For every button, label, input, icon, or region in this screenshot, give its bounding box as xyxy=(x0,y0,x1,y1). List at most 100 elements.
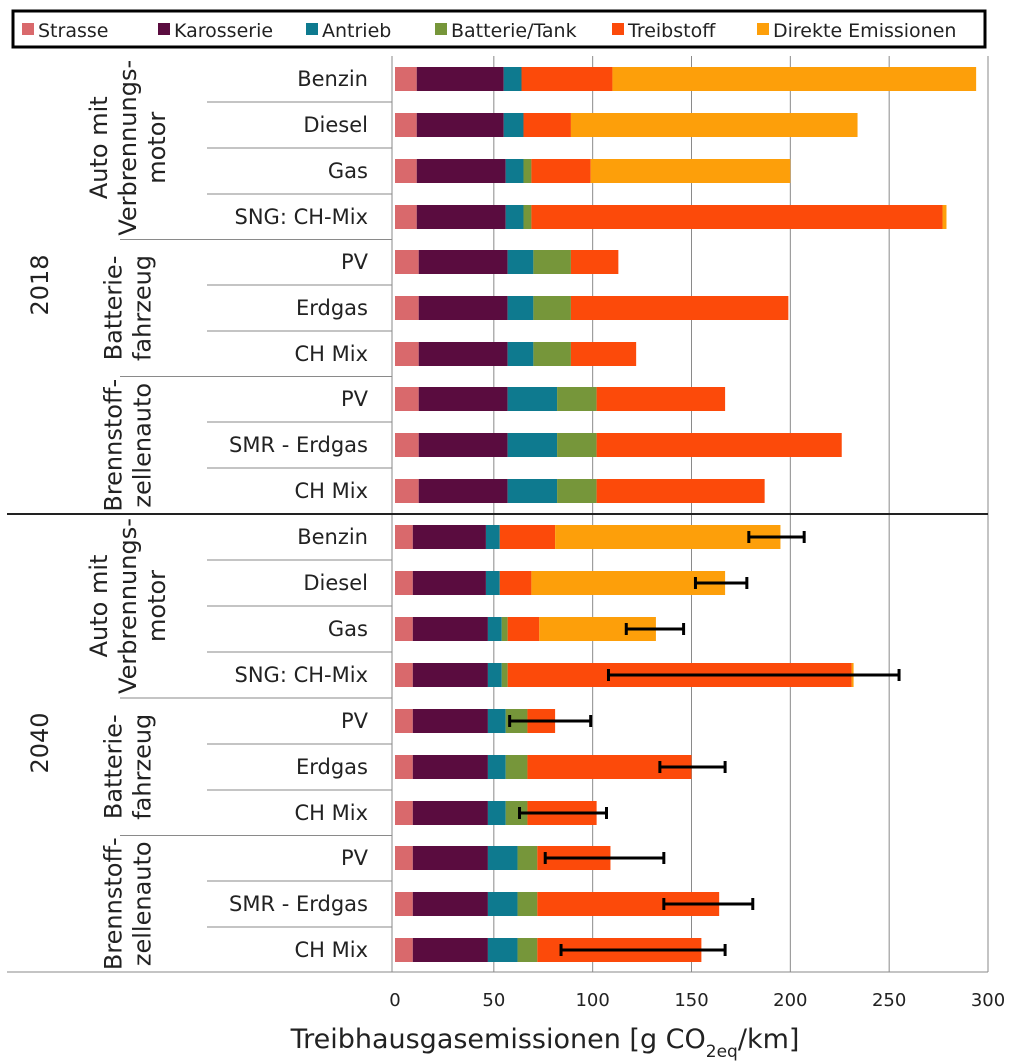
category-label: CH Mix xyxy=(294,342,368,366)
bar-segment-antrieb xyxy=(487,755,506,779)
category-label: Erdgas xyxy=(296,296,368,320)
bar-segment-treibstoff xyxy=(596,387,726,411)
bar-segment-karosserie xyxy=(412,663,488,687)
group-label-line: zellenauto xyxy=(129,841,157,966)
legend: Strasse Karosserie Antrieb Batterie/Tank Tre… xyxy=(11,9,987,49)
category-label: SMR - Erdgas xyxy=(229,892,368,916)
group-label: Brennstoff-zellenauto xyxy=(100,379,157,512)
category-label: CH Mix xyxy=(294,938,368,962)
bar-segment-direkte-emissionen xyxy=(531,571,726,595)
category-label: SMR - Erdgas xyxy=(229,433,368,457)
bar-segment-antrieb xyxy=(503,67,522,91)
bar-segment-direkte-emissionen xyxy=(570,113,858,137)
bar-segment-batterie-tank xyxy=(517,938,538,962)
bar-segment-direkte-emissionen xyxy=(942,205,947,229)
category-label: Gas xyxy=(328,617,368,641)
bar-segment-karosserie xyxy=(412,892,488,916)
group-label-line: fahrzeug xyxy=(129,255,157,361)
bar-segment-antrieb xyxy=(487,801,506,825)
bar-segment-strasse xyxy=(395,846,413,870)
bar-segment-treibstoff xyxy=(499,525,556,549)
group-label: Auto mitVerbrennungs-motor xyxy=(85,518,171,694)
bar-segment-batterie-tank xyxy=(505,801,528,825)
bar-segment-treibstoff xyxy=(523,113,571,137)
bar-segment-karosserie xyxy=(416,113,504,137)
bar-segment-treibstoff xyxy=(570,250,619,274)
group-label-line: Batterie- xyxy=(100,256,128,361)
bar-segment-batterie-tank xyxy=(505,755,528,779)
bar-segment-strasse xyxy=(395,663,413,687)
bar-segment-antrieb xyxy=(503,113,524,137)
group-label-line: motor xyxy=(143,112,171,184)
bar-segment-batterie-tank xyxy=(533,296,571,320)
legend-swatch xyxy=(757,23,769,35)
x-axis-ticks: 0 50 100 150 200 250 300 xyxy=(389,990,1005,1011)
x-tick-label: 0 xyxy=(389,990,400,1011)
bar-segment-antrieb xyxy=(505,159,524,183)
bar-segment-batterie-tank xyxy=(533,342,571,366)
legend-label: Strasse xyxy=(38,20,108,42)
bar-segment-antrieb xyxy=(487,617,502,641)
bar-segment-antrieb xyxy=(507,387,558,411)
bar-segment-strasse xyxy=(395,938,413,962)
bar-segment-karosserie xyxy=(412,801,488,825)
bar-segment-karosserie xyxy=(418,296,508,320)
bar-segment-karosserie xyxy=(412,755,488,779)
bar-segment-strasse xyxy=(395,205,417,229)
bar-segment-antrieb xyxy=(487,892,518,916)
category-labels: Benzin Diesel Gas SNG: CH-Mix PV Erdgas CH Mix… xyxy=(229,67,369,962)
bar-segment-karosserie xyxy=(416,205,506,229)
bar-segment-antrieb xyxy=(485,571,500,595)
bar-segment-karosserie xyxy=(418,387,508,411)
category-label: CH Mix xyxy=(294,479,368,503)
group-label-line: Verbrennungs- xyxy=(114,60,142,236)
bar-segment-karosserie xyxy=(412,617,488,641)
category-label: PV xyxy=(341,846,369,870)
x-tick-label: 100 xyxy=(575,990,609,1011)
bar-segment-karosserie xyxy=(416,159,506,183)
group-label-line: Batterie- xyxy=(100,714,128,819)
x-tick-label: 200 xyxy=(773,990,807,1011)
group-label-line: Auto mit xyxy=(85,555,113,658)
bar-segment-strasse xyxy=(395,113,417,137)
bar-segment-karosserie xyxy=(416,67,504,91)
group-label: Auto mitVerbrennungs-motor xyxy=(85,60,171,236)
category-label: Benzin xyxy=(297,67,368,91)
bar-segment-direkte-emissionen xyxy=(612,67,977,91)
group-label-line: fahrzeug xyxy=(129,714,157,820)
year-label: 2018 xyxy=(26,254,54,315)
bar-segment-antrieb xyxy=(505,205,524,229)
category-label: Gas xyxy=(328,159,368,183)
category-label: Diesel xyxy=(303,571,368,595)
legend-box xyxy=(11,9,987,49)
bar-segment-karosserie xyxy=(412,571,486,595)
bar-segment-karosserie xyxy=(418,479,508,503)
legend-swatch xyxy=(22,23,34,35)
legend-swatch xyxy=(158,23,170,35)
grid-lines xyxy=(7,56,989,973)
category-label: SNG: CH-Mix xyxy=(235,205,368,229)
bar-segment-treibstoff xyxy=(531,159,591,183)
category-label: PV xyxy=(341,709,369,733)
bar-segment-karosserie xyxy=(418,433,508,457)
bar-segment-treibstoff xyxy=(570,342,637,366)
x-tick-label: 300 xyxy=(971,990,1005,1011)
legend-swatch xyxy=(306,23,318,35)
bar-segment-strasse xyxy=(395,296,419,320)
bar-segment-strasse xyxy=(395,250,419,274)
bar-segment-batterie-tank xyxy=(557,479,597,503)
bar-segment-karosserie xyxy=(412,938,488,962)
category-label: Erdgas xyxy=(296,755,368,779)
bar-segment-strasse xyxy=(395,709,413,733)
category-label: CH Mix xyxy=(294,801,368,825)
group-labels: Auto mitVerbrennungs-motorBatterie-fahrz… xyxy=(26,60,171,970)
bar-segment-karosserie xyxy=(412,525,486,549)
bar-segment-strasse xyxy=(395,617,413,641)
bar-segment-strasse xyxy=(395,67,417,91)
bar-segment-batterie-tank xyxy=(557,387,597,411)
year-label: 2040 xyxy=(26,712,54,773)
bar-segment-treibstoff xyxy=(507,617,540,641)
group-label: Batterie-fahrzeug xyxy=(100,714,157,820)
bar-segment-antrieb xyxy=(507,296,534,320)
bar-segment-antrieb xyxy=(487,709,506,733)
